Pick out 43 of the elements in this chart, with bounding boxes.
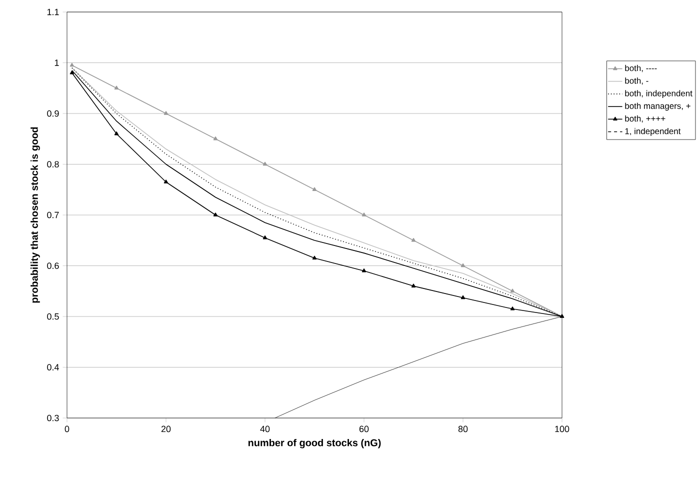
legend-label: both, ---- — [625, 64, 657, 72]
point — [460, 295, 466, 300]
point — [411, 238, 416, 242]
y-tick-label: 0.8 — [47, 161, 59, 168]
y-tick-label: 1.1 — [47, 8, 59, 16]
point — [510, 288, 515, 293]
x-tick-label: 40 — [260, 426, 270, 432]
legend-label: 1, independent — [625, 128, 681, 136]
x-tick-label: 80 — [458, 426, 468, 432]
point — [362, 268, 366, 272]
point — [460, 263, 466, 268]
y-tick-label: 0.6 — [47, 262, 59, 269]
point — [213, 212, 218, 216]
point — [213, 136, 218, 140]
point — [362, 212, 366, 216]
legend-label: both managers, + — [625, 102, 690, 111]
point — [114, 86, 119, 90]
y-tick-label: 1 — [54, 60, 59, 66]
x-axis-title: number of good stocks (nG) — [248, 438, 381, 448]
y-tick-label: 0.3 — [47, 414, 59, 422]
legend-label: both, - — [625, 78, 648, 85]
x-tick-label: 20 — [161, 426, 171, 432]
point — [312, 187, 317, 192]
point — [510, 306, 515, 310]
point — [164, 111, 168, 115]
point — [70, 62, 74, 67]
x-tick-label: 100 — [555, 426, 570, 432]
point — [262, 162, 268, 166]
y-tick-label: 0.5 — [47, 313, 59, 320]
point — [114, 131, 119, 136]
y-tick-label: 0.9 — [47, 110, 59, 117]
y-tick-label: 0.7 — [47, 212, 59, 218]
legend-label: both, independent — [625, 90, 692, 98]
y-tick-label: 0.4 — [47, 364, 59, 370]
point — [70, 70, 74, 74]
x-tick-label: 0 — [64, 426, 70, 432]
point — [164, 180, 168, 184]
point — [262, 235, 268, 240]
point — [312, 256, 317, 260]
x-tick-label: 60 — [359, 426, 369, 432]
point — [411, 284, 416, 288]
y-axis-title: probability that chosen stock is good — [30, 127, 40, 303]
legend-label: both, ++++ — [625, 115, 666, 123]
